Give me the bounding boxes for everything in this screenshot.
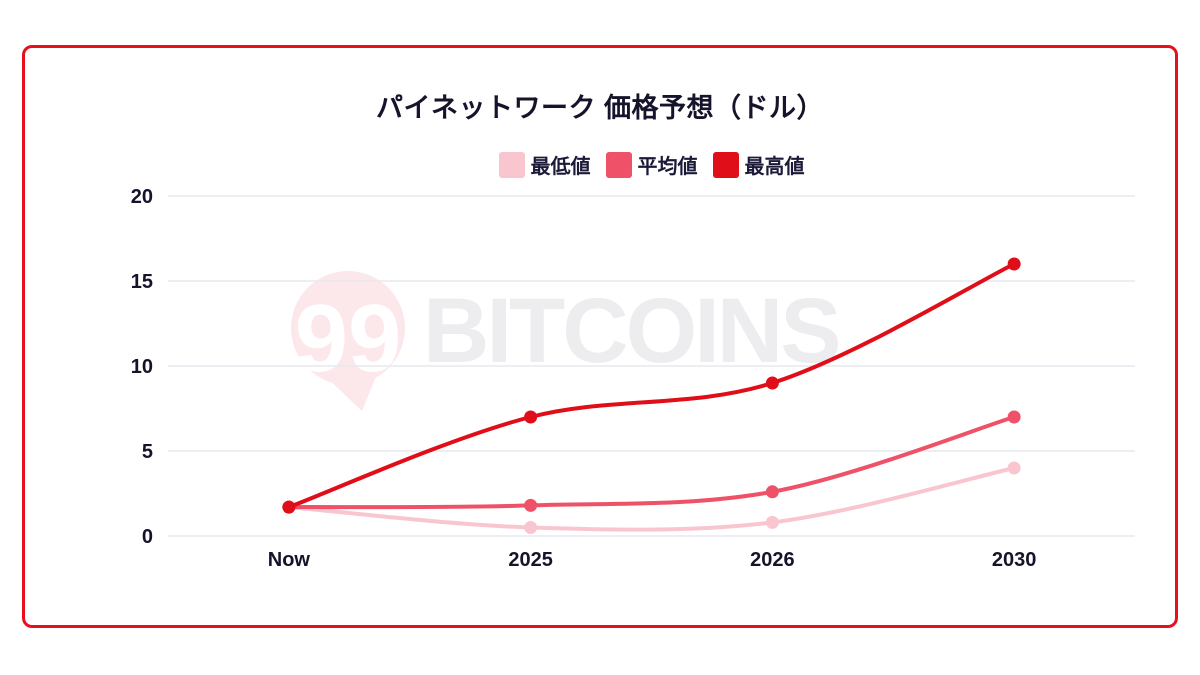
legend-label-max: 最高値 (744, 156, 805, 178)
chart-card: パイネットワーク 価格予想（ドル） 最低値 平均値 最高値 99 BITCOINS … (22, 45, 1178, 628)
data-point-avg-2026 (765, 485, 779, 499)
series-line-avg (286, 415, 1017, 510)
y-axis-tick-label: 20 (131, 186, 153, 208)
legend-swatch-min (498, 151, 525, 178)
chart-title: パイネットワーク 価格予想（ドル） (375, 93, 824, 123)
data-point-min-2030 (1007, 461, 1021, 475)
legend-item-avg: 平均値 (605, 150, 698, 179)
chart-legend: 最低値 平均値 最高値 (168, 150, 1135, 179)
legend-item-max: 最高値 (712, 150, 805, 179)
data-point-max-2030 (1007, 257, 1021, 271)
data-point-avg-2030 (1007, 410, 1021, 424)
line-chart-plot: 0 5 10 15 20 Now 2025 2026 2030 (131, 186, 1135, 571)
legend-swatch-avg (605, 151, 632, 178)
data-point-max-2025 (524, 410, 538, 424)
legend-item-min: 最低値 (498, 150, 591, 179)
data-point-avg-2025 (524, 498, 538, 512)
legend-label-avg: 平均値 (637, 156, 698, 178)
series-line-min (286, 466, 1017, 532)
data-point-max-Now (282, 500, 296, 514)
y-axis-tick-label: 5 (142, 441, 153, 463)
data-point-min-2025 (524, 521, 538, 534)
data-point-min-2026 (765, 515, 779, 529)
data-point-max-2026 (765, 376, 779, 390)
x-axis-tick-label: 2030 (992, 549, 1037, 571)
series-line-max (286, 262, 1017, 510)
x-axis-tick-label: Now (268, 549, 311, 571)
y-axis-tick-label: 10 (131, 356, 153, 378)
y-axis-tick-label: 0 (142, 526, 153, 548)
legend-label-min: 最低値 (530, 156, 591, 178)
x-axis-tick-label: 2026 (750, 549, 795, 571)
x-axis-tick-label: 2025 (508, 549, 553, 571)
y-axis-tick-label: 15 (131, 271, 153, 293)
legend-swatch-max (712, 151, 739, 178)
